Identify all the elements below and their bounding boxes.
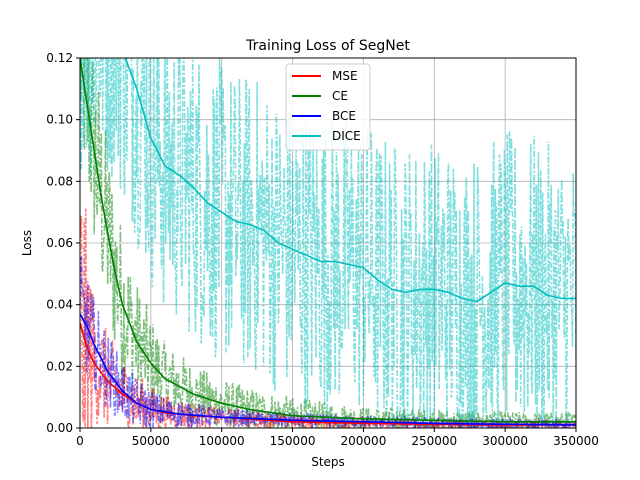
legend-box <box>285 63 371 151</box>
x-tick-label: 250000 <box>411 434 457 448</box>
x-tick-label: 300000 <box>482 434 528 448</box>
x-axis-ticks: 0 50000 100000 150000 200000 250000 300000 3500… <box>76 428 599 448</box>
series-layer <box>80 58 576 428</box>
x-tick-label: 50000 <box>132 434 170 448</box>
y-tick-label: 0.08 <box>46 174 73 188</box>
y-axis-ticks: 0.00 0.02 0.04 0.06 0.08 0.10 0.12 <box>46 51 80 435</box>
series-line-dice <box>124 58 576 303</box>
y-axis-label: Loss <box>20 230 34 256</box>
y-tick-label: 0.12 <box>46 51 73 65</box>
x-tick-label: 100000 <box>199 434 245 448</box>
legend-label-dice: DICE <box>332 129 361 143</box>
legend-label-ce: CE <box>332 89 348 103</box>
legend-label-mse: MSE <box>332 69 358 83</box>
legend-label-bce: BCE <box>332 109 356 123</box>
x-tick-label: 0 <box>76 434 84 448</box>
y-tick-label: 0.00 <box>46 421 73 435</box>
chart-title: Training Loss of SegNet <box>245 38 410 54</box>
y-tick-label: 0.04 <box>46 298 73 312</box>
series-line-ce <box>80 58 576 423</box>
y-tick-label: 0.06 <box>46 236 73 250</box>
x-tick-label: 350000 <box>553 434 599 448</box>
x-tick-label: 150000 <box>270 434 316 448</box>
raw-line-dice <box>80 58 576 428</box>
x-axis-label: Steps <box>311 455 345 469</box>
y-tick-label: 0.10 <box>46 113 73 127</box>
x-tick-label: 200000 <box>341 434 387 448</box>
legend: MSE CE BCE DICE <box>285 63 371 151</box>
y-tick-label: 0.02 <box>46 359 73 373</box>
series-line-bce <box>80 313 576 426</box>
